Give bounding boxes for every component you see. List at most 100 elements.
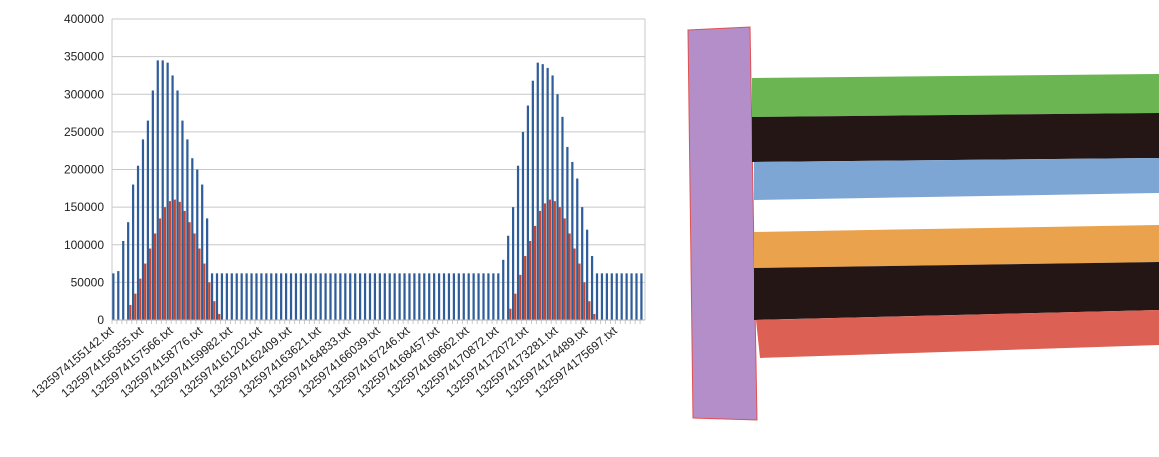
bar [162,60,164,320]
bar [534,226,536,320]
bar [241,273,243,320]
bar [492,273,494,320]
bar [171,75,173,320]
bar [616,273,618,320]
bar [344,273,346,320]
bar [593,314,595,320]
bar [211,273,213,320]
bar [389,273,391,320]
bar [167,63,169,320]
bar [324,273,326,320]
bar [174,200,176,320]
bar [300,273,302,320]
bar [544,203,546,320]
bar [519,275,521,320]
y-tick-label: 350000 [64,50,104,64]
bar [621,273,623,320]
bar [458,273,460,320]
bar [142,139,144,320]
bar [117,271,119,320]
bar [524,256,526,320]
bar [635,273,637,320]
bar [147,121,149,320]
bar [507,236,509,320]
bar [255,273,257,320]
bar [512,207,514,320]
bar [193,233,195,320]
bar [218,314,220,320]
bar [438,273,440,320]
bar [591,256,593,320]
bar [196,170,198,321]
bar [265,273,267,320]
bar [260,273,262,320]
bar [514,294,516,320]
bar [554,201,556,320]
bar [497,273,499,320]
purple-strip [688,27,757,420]
bar [549,200,551,320]
bar [208,282,210,320]
bar [144,264,146,320]
bar [359,273,361,320]
bar [315,273,317,320]
bar [179,202,181,320]
bar [112,273,114,320]
bar [374,273,376,320]
bar [418,273,420,320]
bar [132,185,134,320]
bar [561,117,563,320]
bar [630,273,632,320]
bar [231,273,233,320]
bar [176,90,178,320]
bar [379,273,381,320]
bar [191,158,193,320]
y-tick-label: 200000 [64,163,104,177]
bar [588,301,590,320]
bar [571,162,573,320]
bar [578,264,580,320]
bar [539,211,541,320]
bar [129,305,131,320]
bar [384,273,386,320]
bar [547,68,549,320]
bar [527,106,529,320]
bar [569,233,571,320]
y-tick-label: 50000 [71,275,105,289]
bar [181,121,183,320]
bar [443,273,445,320]
black-strip [754,262,1159,320]
bar [149,249,151,320]
bar [611,273,613,320]
bar [198,249,200,320]
bar [221,273,223,320]
y-tick-label: 0 [97,313,104,327]
figure: 0500001000001500002000002500003000003500… [0,0,1159,457]
bar [134,294,136,320]
bar [270,273,272,320]
bar [364,273,366,320]
bar [122,241,124,320]
bar [601,273,603,320]
bar [428,273,430,320]
bar [586,230,588,320]
bar [477,273,479,320]
y-tick-label: 400000 [64,12,104,26]
bar [433,273,435,320]
bar [453,273,455,320]
y-tick-label: 250000 [64,125,104,139]
bar [398,273,400,320]
bar [152,90,154,320]
y-tick-label: 150000 [64,200,104,214]
bar [566,147,568,320]
bar [285,273,287,320]
bar [583,282,585,320]
bar [280,273,282,320]
bar [640,273,642,320]
bar [509,309,511,320]
bar [354,273,356,320]
bar [137,166,139,320]
bar [290,273,292,320]
bar [213,301,215,320]
bar [329,273,331,320]
